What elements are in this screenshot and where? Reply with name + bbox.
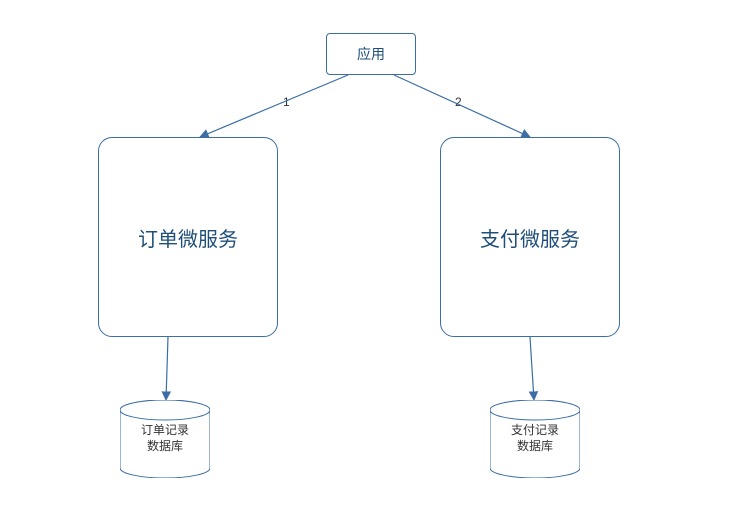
order-db-label-line1: 订单记录	[141, 423, 189, 437]
edge-label-2: 2	[455, 95, 462, 109]
order-db-label-line2: 数据库	[147, 439, 183, 453]
order-service-node: 订单微服务	[98, 137, 278, 337]
payment-database-node: 支付记录 数据库	[490, 400, 580, 478]
payment-service-node: 支付微服务	[440, 137, 620, 337]
order-database-node: 订单记录 数据库	[120, 400, 210, 478]
pay-db-label-line2: 数据库	[517, 439, 553, 453]
payment-service-label: 支付微服务	[480, 223, 580, 252]
edge-label-1: 1	[283, 95, 290, 109]
app-node-label: 应用	[357, 44, 385, 64]
order-service-label: 订单微服务	[138, 223, 238, 252]
order-database-label: 订单记录 数据库	[120, 423, 210, 454]
pay-db-label-line1: 支付记录	[511, 423, 559, 437]
payment-database-label: 支付记录 数据库	[490, 423, 580, 454]
app-node: 应用	[326, 33, 416, 75]
